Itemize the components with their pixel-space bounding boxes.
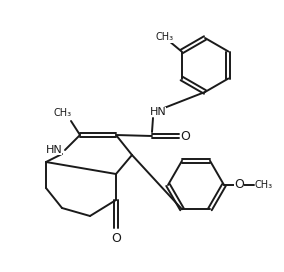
Text: HN: HN [150,107,166,117]
Text: O: O [234,178,244,191]
Text: CH₃: CH₃ [156,32,174,42]
Text: O: O [111,231,121,245]
Text: CH₃: CH₃ [255,180,273,190]
Text: O: O [180,129,190,143]
Text: CH₃: CH₃ [54,108,72,118]
Text: HN: HN [46,145,62,155]
